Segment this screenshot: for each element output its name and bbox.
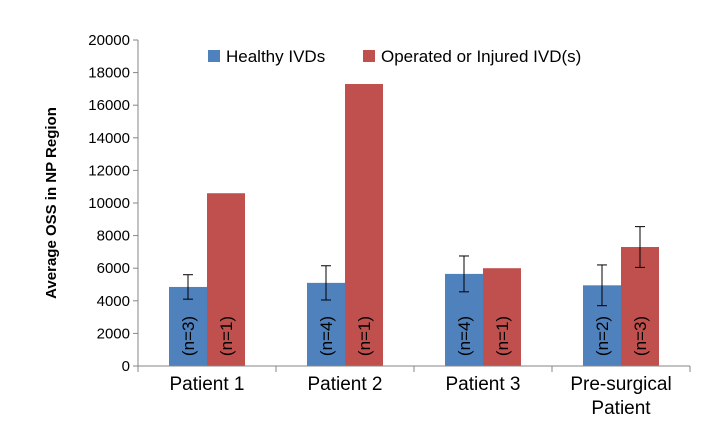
n-label: (n=4)	[455, 316, 474, 356]
y-axis-label: Average OSS in NP Region	[43, 107, 60, 299]
y-tick-label: 0	[122, 358, 130, 375]
bar	[169, 286, 207, 366]
n-label: (n=3)	[631, 316, 650, 356]
x-category-label-line: Patient 3	[446, 374, 521, 395]
n-label: (n=1)	[493, 316, 512, 356]
bar	[483, 268, 521, 366]
x-category-label: Patient 3	[446, 374, 521, 395]
x-axis: Patient 1 Patient 2 Patient 3 Pre-surgical P…	[137, 365, 691, 419]
x-category-label: Patient 1	[170, 374, 245, 395]
y-tick-label: 14000	[88, 130, 130, 147]
legend-label: Healthy IVDs	[226, 47, 325, 66]
y-tick-label: 4000	[97, 293, 130, 310]
y-tick-label: 10000	[88, 195, 130, 212]
y-tick-label: 20000	[88, 32, 130, 49]
y-tick-label: 18000	[88, 65, 130, 82]
y-tick-label: 6000	[97, 260, 130, 277]
bar	[207, 193, 245, 366]
n-label: (n=3)	[179, 316, 198, 356]
n-label: (n=4)	[317, 316, 336, 356]
x-category-label-line: Patient 1	[170, 374, 245, 395]
y-tick-label: 16000	[88, 97, 130, 114]
x-category-label: Pre-surgical Patient	[570, 374, 671, 419]
x-category-label: Patient 2	[308, 374, 383, 395]
bar	[345, 84, 383, 366]
y-axis: 0 2000 4000 6000 8000 10000 12000 14000 16000 180…	[88, 32, 139, 375]
n-label: (n=1)	[217, 316, 236, 356]
legend-swatch	[363, 50, 375, 62]
x-category-label-line: Pre-surgical	[570, 374, 671, 395]
legend-label: Operated or Injured IVD(s)	[381, 47, 581, 66]
bars: (n=3) (n=4) (n=4) (n=2) (n=1) (n=1) (n=1) (n=3)	[169, 84, 659, 366]
n-label: (n=2)	[593, 316, 612, 356]
x-category-label-line: Patient	[591, 398, 651, 419]
y-tick-label: 2000	[97, 325, 130, 342]
y-tick-label: 8000	[97, 228, 130, 245]
legend: Healthy IVDs Operated or Injured IVD(s)	[208, 47, 581, 66]
n-label: (n=1)	[355, 316, 374, 356]
x-category-label-line: Patient 2	[308, 374, 383, 395]
series-1: (n=1) (n=1) (n=1) (n=3)	[207, 84, 659, 366]
legend-swatch	[208, 50, 220, 62]
series-0: (n=3) (n=4) (n=4) (n=2)	[169, 255, 621, 366]
y-tick-label: 12000	[88, 162, 130, 179]
